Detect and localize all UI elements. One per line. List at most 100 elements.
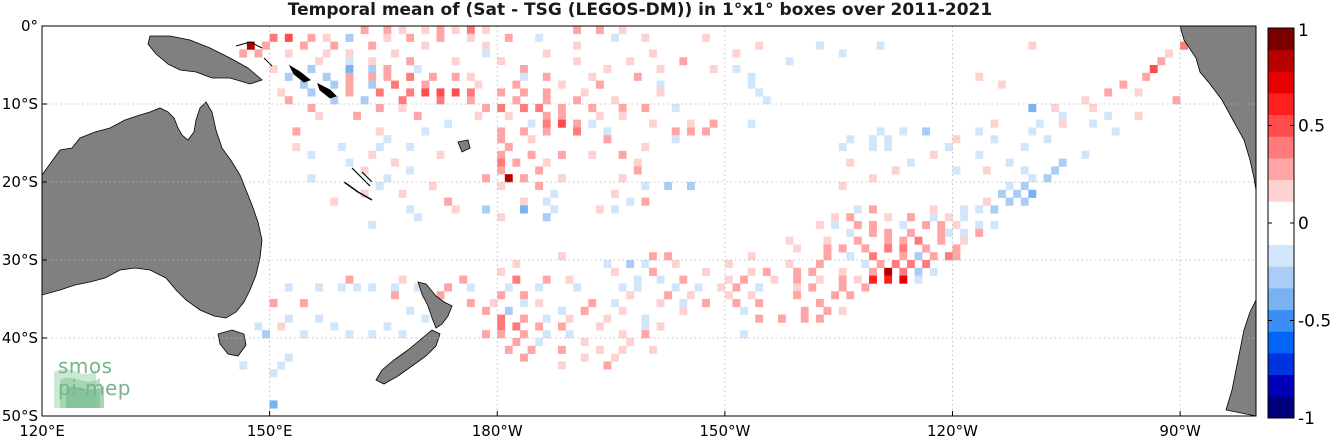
heatmap-cell — [679, 299, 688, 308]
heatmap-cell — [573, 41, 582, 50]
heatmap-cell — [451, 72, 460, 81]
heatmap-cell — [406, 205, 415, 214]
heatmap-cell — [1058, 158, 1067, 167]
heatmap-cell — [428, 72, 437, 81]
heatmap-cell — [755, 314, 764, 323]
heatmap-cell — [512, 322, 521, 331]
heatmap-cell — [952, 244, 961, 253]
heatmap-cell — [815, 41, 824, 50]
heatmap-cell — [762, 96, 771, 105]
heatmap-cell — [1081, 150, 1090, 159]
heatmap-cell — [1149, 65, 1158, 74]
heatmap-cell — [489, 299, 498, 308]
tasmania-land — [217, 329, 247, 357]
heatmap-cell — [823, 244, 832, 253]
heatmap-cell — [656, 80, 665, 89]
heatmap-cell — [1020, 197, 1029, 206]
heatmap-cell — [345, 72, 354, 81]
heatmap-cell — [709, 65, 718, 74]
heatmap-cell — [466, 96, 475, 105]
heatmap-cell — [876, 41, 885, 50]
heatmap-cell — [611, 353, 619, 362]
lon-tick-label: 180°W — [472, 422, 523, 438]
heatmap-cell — [808, 267, 817, 276]
heatmap-cell — [542, 72, 551, 81]
heatmap-cell — [497, 88, 506, 97]
heatmap-cell — [466, 72, 475, 81]
heatmap-cell — [1058, 119, 1067, 128]
heatmap-cell — [838, 283, 847, 292]
heatmap-cell — [520, 174, 528, 183]
heatmap-cell — [573, 96, 582, 105]
heatmap-cell — [686, 127, 695, 136]
heatmap-cell — [611, 205, 619, 214]
heatmap-cell — [557, 306, 566, 315]
heatmap-cell — [944, 213, 953, 222]
heatmap-cell — [686, 182, 695, 191]
heatmap-cell — [246, 41, 255, 50]
heatmap-cell — [641, 330, 650, 339]
heatmap-cell — [542, 275, 551, 284]
heatmap-cell — [573, 283, 582, 292]
heatmap-cell — [944, 252, 953, 261]
heatmap-cell — [876, 127, 885, 136]
heatmap-cell — [899, 221, 908, 230]
heatmap-cell — [398, 330, 407, 339]
heatmap-cell — [345, 158, 354, 167]
heatmap-cell — [368, 221, 377, 230]
heatmap-cell — [421, 88, 430, 97]
heatmap-cell — [269, 33, 278, 42]
map-frame — [41, 25, 1257, 417]
heatmap-cell — [960, 213, 968, 222]
colorbar-segment — [1268, 158, 1294, 181]
heatmap-cell — [914, 236, 923, 245]
heatmap-cell — [557, 252, 566, 261]
heatmap-cell — [527, 119, 536, 128]
heatmap-cell — [451, 88, 460, 97]
heatmap-cell — [383, 322, 392, 331]
heatmap-cell — [770, 275, 779, 284]
heatmap-cell — [884, 143, 893, 152]
heatmap-cell — [603, 314, 612, 323]
heatmap-cell — [831, 291, 839, 300]
heatmap-cell — [284, 49, 293, 58]
heatmap-cell — [368, 80, 377, 89]
heatmap-cell — [421, 127, 430, 136]
heatmap-cell — [649, 252, 657, 261]
heatmap-cell — [671, 260, 680, 269]
heatmap-cell — [595, 80, 604, 89]
heatmap-cell — [884, 135, 893, 144]
heatmap-cell — [656, 88, 665, 97]
heatmap-cell — [960, 205, 968, 214]
heatmap-cell — [1134, 111, 1143, 120]
heatmap-cell — [838, 267, 847, 276]
heatmap-cell — [664, 252, 673, 261]
heatmap-cell — [649, 267, 657, 276]
colorbar-segment — [1268, 49, 1294, 72]
heatmap-cell — [307, 65, 316, 74]
heatmap-cell — [504, 33, 513, 42]
heatmap-cell — [717, 283, 726, 292]
heatmap-cell — [588, 72, 597, 81]
heatmap-cell — [656, 299, 665, 308]
heatmap-cell — [603, 361, 612, 370]
heatmap-cell — [391, 49, 399, 58]
heatmap-cell — [557, 80, 566, 89]
heatmap-cell — [800, 306, 809, 315]
heatmap-cell — [406, 72, 415, 81]
heatmap-cell — [785, 57, 794, 66]
heatmap-cell — [520, 72, 528, 81]
heatmap-cell — [1172, 96, 1181, 105]
heatmap-cell — [497, 158, 506, 167]
heatmap-cell — [360, 189, 369, 198]
heatmap-cell — [542, 158, 551, 167]
colorbar-segment — [1268, 28, 1294, 51]
heatmap-cell — [793, 283, 802, 292]
heatmap-cell — [520, 353, 528, 362]
heatmap-cell — [618, 174, 627, 183]
bismarck-islands-land — [235, 41, 273, 67]
heatmap-cell — [611, 96, 619, 105]
heatmap-cell — [914, 252, 923, 261]
heatmap-cell — [504, 111, 513, 120]
heatmap-cell — [686, 291, 695, 300]
